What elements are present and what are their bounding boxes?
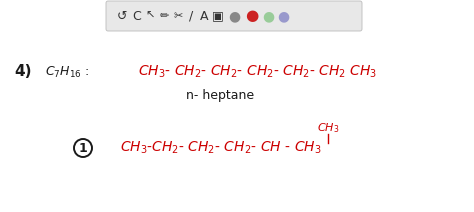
Text: ✏: ✏ [159, 11, 169, 21]
Text: 4): 4) [14, 64, 31, 80]
Text: /: / [189, 10, 193, 22]
Text: ✂: ✂ [173, 11, 182, 21]
Text: C: C [133, 10, 141, 22]
Text: 1: 1 [79, 141, 87, 155]
Text: $CH_3$: $CH_3$ [317, 121, 339, 135]
Text: $C_7H_{16}$ :: $C_7H_{16}$ : [45, 64, 89, 80]
Text: A: A [200, 10, 208, 22]
Text: ●: ● [228, 9, 240, 23]
Text: ●: ● [262, 9, 274, 23]
Text: $CH_3$- $CH_2$- $CH_2$- $CH_2$- $CH_2$- $CH_2$ $CH_3$: $CH_3$- $CH_2$- $CH_2$- $CH_2$- $CH_2$- … [138, 64, 377, 80]
Text: ●: ● [277, 9, 289, 23]
Text: ↖: ↖ [146, 11, 155, 21]
Text: ●: ● [246, 8, 259, 24]
Text: ▣: ▣ [212, 10, 224, 22]
Text: ↺: ↺ [117, 10, 127, 22]
Text: n- heptane: n- heptane [186, 88, 254, 102]
Text: $CH_3$-$CH_2$- $CH_2$- $CH_2$- $CH$ - $CH_3$: $CH_3$-$CH_2$- $CH_2$- $CH_2$- $CH$ - $C… [120, 140, 321, 156]
FancyBboxPatch shape [106, 1, 362, 31]
